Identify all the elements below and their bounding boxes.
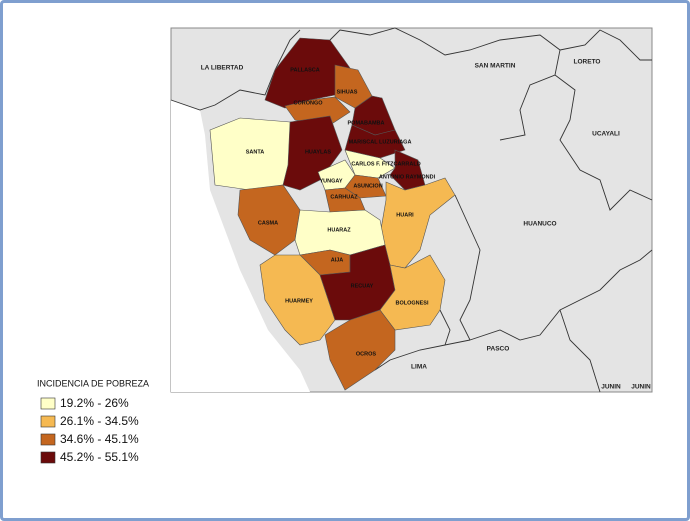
provinces (209, 37, 456, 391)
province-label: HUARMEY (285, 298, 313, 304)
province-label: SIHUAS (337, 89, 358, 95)
province-label: HUAYLAS (305, 149, 331, 155)
legend-label: 34.6% - 45.1% (60, 432, 139, 446)
province-label: HUARAZ (327, 227, 351, 233)
region-label: JUNIN (631, 384, 651, 391)
province-label: CORONGO (293, 100, 323, 106)
legend-swatch (40, 433, 56, 446)
province-label: RECUAY (351, 283, 374, 289)
legend-swatch (40, 397, 56, 410)
region-label: HUANUCO (523, 221, 556, 228)
border (329, 27, 561, 141)
province-label: HUARI (396, 212, 414, 218)
province-label: AIJA (331, 257, 344, 263)
border (559, 309, 601, 393)
region-label: LIMA (411, 364, 427, 371)
border (454, 194, 653, 341)
border (554, 74, 653, 211)
region-label: LORETO (574, 59, 601, 66)
province-label: ASUNCION (353, 183, 382, 189)
province (259, 254, 336, 346)
province-labels: PALLASCA SIHUAS CORONGO POMABAMBA HUAYLAS MAR… (246, 67, 436, 357)
province-label: MARISCAL LUZURIAGA (349, 139, 412, 145)
province (379, 254, 446, 331)
province-label: SANTA (246, 149, 265, 155)
province (209, 117, 291, 191)
legend-label: 26.1% - 34.5% (60, 414, 139, 428)
region-label: UCAYALI (592, 131, 620, 138)
legend-label: 19.2% - 26% (60, 396, 129, 410)
province-label: CASMA (258, 220, 278, 226)
region-label: PASCO (487, 346, 510, 353)
neighbor-labels: LA LIBERTAD SAN MARTIN LORETO UCAYALI HUANUC… (201, 59, 651, 391)
province-label: ANTONIO RAYMONDI (379, 174, 436, 180)
legend: 19.2% - 26% 26.1% - 34.5% 34.6% - 45.1% 45.… (40, 396, 139, 464)
province-label: POMABAMBA (348, 120, 385, 126)
province (324, 309, 396, 391)
province (284, 96, 351, 126)
border (439, 309, 471, 346)
sea (171, 100, 310, 392)
province-label: OCROS (356, 351, 377, 357)
legend-label: 45.2% - 55.1% (60, 450, 139, 464)
region-label: JUNIN (601, 384, 621, 391)
province (324, 187, 366, 213)
province-label: BOLOGNESI (395, 300, 428, 306)
province (344, 149, 396, 179)
province-label: YUNGAY (319, 178, 342, 184)
region-label: LA LIBERTAD (201, 65, 244, 72)
border (170, 29, 301, 111)
legend-swatch (40, 415, 56, 428)
province-label: CARLOS F. FITZCARRALD (351, 161, 420, 167)
province (344, 174, 387, 199)
province (237, 184, 301, 256)
legend-swatch (40, 451, 56, 464)
province-label: CARHUAZ (330, 194, 358, 200)
province-label: PALLASCA (290, 67, 320, 73)
region-label: SAN MARTIN (475, 63, 516, 70)
border (374, 344, 446, 371)
border (559, 29, 652, 61)
legend-title: INCIDENCIA DE POBREZA (37, 378, 149, 388)
